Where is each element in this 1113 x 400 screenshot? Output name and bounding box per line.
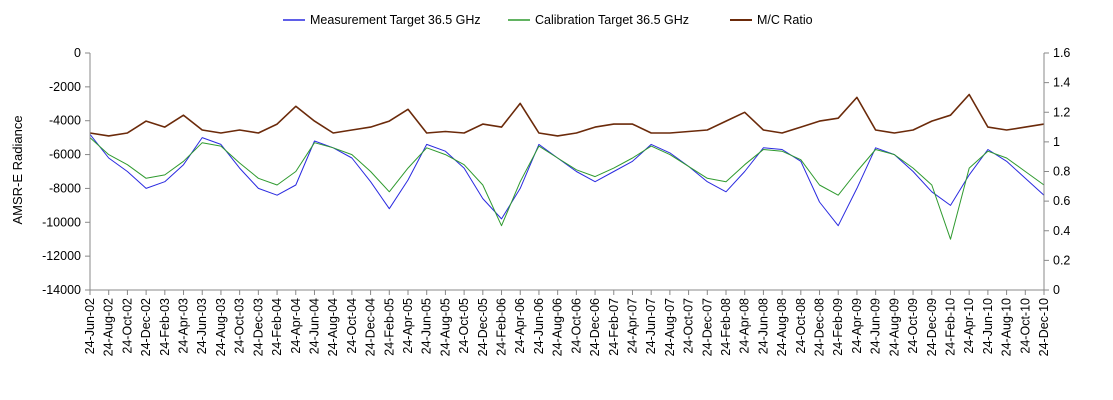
x-tick-label: 24-Dec-05 xyxy=(476,298,490,356)
x-tick-label: 24-Feb-08 xyxy=(719,298,733,356)
x-tick-label: 24-Jun-09 xyxy=(869,298,883,354)
x-tick-label: 24-Aug-04 xyxy=(326,298,340,356)
x-tick-label: 24-Apr-03 xyxy=(177,298,191,354)
x-tick-label: 24-Dec-07 xyxy=(700,298,714,356)
y-left-tick-label: -6000 xyxy=(49,148,81,162)
y-right-tick-label: 0 xyxy=(1053,283,1060,297)
x-tick-label: 24-Apr-07 xyxy=(625,298,639,354)
x-tick-label: 24-Aug-07 xyxy=(663,298,677,356)
x-tick-label: 24-Oct-05 xyxy=(457,298,471,354)
x-tick-label: 24-Feb-05 xyxy=(382,298,396,356)
x-tick-label: 24-Jun-05 xyxy=(420,298,434,354)
x-tick-label: 24-Oct-07 xyxy=(682,298,696,354)
x-tick-label: 24-Aug-08 xyxy=(775,298,789,356)
x-tick-label: 24-Dec-02 xyxy=(139,298,153,356)
x-tick-label: 24-Apr-05 xyxy=(401,298,415,354)
x-tick-label: 24-Dec-09 xyxy=(925,298,939,356)
x-tick-label: 24-Oct-03 xyxy=(233,298,247,354)
axes xyxy=(89,53,1045,291)
x-tick-label: 24-Oct-04 xyxy=(345,298,359,354)
y-left-tick-label: -12000 xyxy=(42,249,81,263)
y-left-tick-label: -14000 xyxy=(42,283,81,297)
x-tick-label: 24-Aug-05 xyxy=(438,298,452,356)
y-left-tick-label: -8000 xyxy=(49,181,81,195)
x-tick-label: 24-Feb-03 xyxy=(158,298,172,356)
x-tick-label: 24-Jun-03 xyxy=(195,298,209,354)
legend-label: Measurement Target 36.5 GHz xyxy=(310,13,481,27)
x-tick-label: 24-Feb-10 xyxy=(943,298,957,356)
x-tick-label: 24-Dec-10 xyxy=(1037,298,1051,356)
y-left-tick-label: -4000 xyxy=(49,114,81,128)
y-right-tick-label: 0.6 xyxy=(1053,194,1070,208)
x-tick-label: 24-Dec-08 xyxy=(813,298,827,356)
y-left-tick-label: 0 xyxy=(74,46,81,60)
y-right-tick-label: 1 xyxy=(1053,135,1060,149)
x-tick-label: 24-Oct-10 xyxy=(1018,298,1032,354)
series-line-2 xyxy=(89,137,1045,240)
legend-label: Calibration Target 36.5 GHz xyxy=(535,13,689,27)
x-tick-label: 24-Aug-03 xyxy=(214,298,228,356)
y-left-tick-labels: 0 -2000 -4000 -6000 -8000 -10000 -12000 -14000 xyxy=(42,46,90,297)
x-tick-label: 24-Oct-02 xyxy=(120,298,134,354)
legend-label: M/C Ratio xyxy=(757,13,813,27)
x-tick-label: 24-Jun-07 xyxy=(644,298,658,354)
x-tick-label: 24-Aug-02 xyxy=(102,298,116,356)
x-tick-label: 24-Apr-08 xyxy=(738,298,752,354)
y-right-tick-label: 0.8 xyxy=(1053,165,1070,179)
x-tick-label: 24-Apr-09 xyxy=(850,298,864,354)
x-tick-label: 24-Apr-10 xyxy=(962,298,976,354)
y-left-tick-label: -10000 xyxy=(42,215,81,229)
x-tick-labels: 24-Jun-02 24-Aug-02 24-Oct-02 24-Dec-02 24-F… xyxy=(83,290,1051,356)
x-tick-label: 24-Dec-06 xyxy=(588,298,602,356)
x-tick-label: 24-Jun-10 xyxy=(981,298,995,354)
series-line-3 xyxy=(89,93,1045,137)
series-line-1 xyxy=(89,133,1045,227)
x-tick-label: 24-Oct-06 xyxy=(569,298,583,354)
x-tick-label: 24-Dec-04 xyxy=(364,298,378,356)
x-tick-label: 24-Feb-09 xyxy=(831,298,845,356)
y-right-tick-label: 0.2 xyxy=(1053,253,1070,267)
y-left-tick-label: -2000 xyxy=(49,80,81,94)
x-tick-label: 24-Jun-08 xyxy=(756,298,770,354)
y-axis-label: AMSR-E Radiance xyxy=(10,115,25,224)
legend: Measurement Target 36.5 GHz Calibration T… xyxy=(283,13,813,27)
y-right-tick-labels: 1.6 1.4 1.2 1 0.8 0.6 0.4 0.2 0 xyxy=(1044,46,1070,297)
x-tick-label: 24-Oct-09 xyxy=(906,298,920,354)
x-tick-label: 24-Feb-06 xyxy=(495,298,509,356)
x-tick-label: 24-Apr-04 xyxy=(289,298,303,354)
plot-area xyxy=(89,93,1045,240)
x-tick-label: 24-Jun-02 xyxy=(83,298,97,354)
x-tick-label: 24-Feb-07 xyxy=(607,298,621,356)
x-tick-label: 24-Oct-08 xyxy=(794,298,808,354)
x-tick-label: 24-Aug-06 xyxy=(551,298,565,356)
y-right-tick-label: 1.6 xyxy=(1053,46,1070,60)
x-tick-label: 24-Apr-06 xyxy=(513,298,527,354)
y-right-tick-label: 1.2 xyxy=(1053,105,1070,119)
x-tick-label: 24-Aug-10 xyxy=(1000,298,1014,356)
y-right-tick-label: 0.4 xyxy=(1053,224,1070,238)
y-right-tick-label: 1.4 xyxy=(1053,76,1070,90)
x-tick-label: 24-Jun-04 xyxy=(307,298,321,354)
x-tick-label: 24-Aug-09 xyxy=(887,298,901,356)
x-tick-label: 24-Dec-03 xyxy=(251,298,265,356)
x-tick-label: 24-Jun-06 xyxy=(532,298,546,354)
x-tick-label: 24-Feb-04 xyxy=(270,298,284,356)
